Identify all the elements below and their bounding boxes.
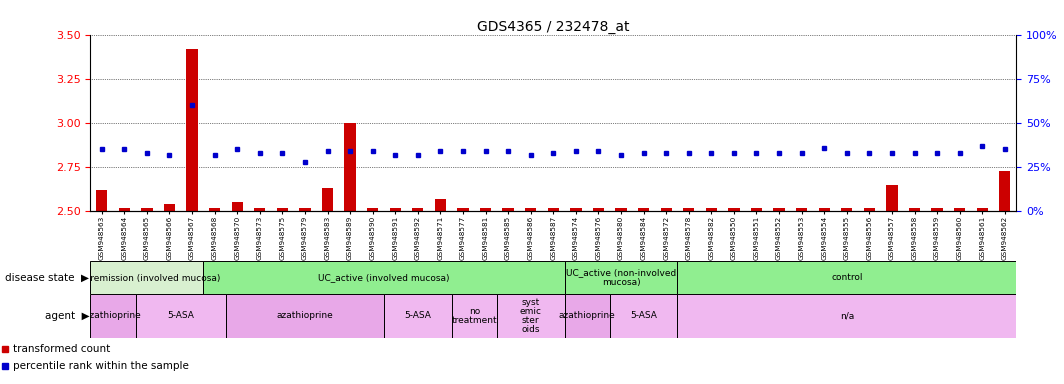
Text: control: control <box>831 273 863 282</box>
Bar <box>818 208 830 211</box>
Bar <box>954 208 965 211</box>
Bar <box>774 208 784 211</box>
Bar <box>565 261 678 294</box>
Bar <box>548 208 559 211</box>
Bar <box>593 208 604 211</box>
Bar <box>610 294 678 338</box>
Text: 5-ASA: 5-ASA <box>404 311 431 320</box>
Bar <box>96 190 107 211</box>
Bar <box>638 208 649 211</box>
Bar <box>842 208 852 211</box>
Bar <box>705 208 717 211</box>
Bar <box>203 261 565 294</box>
Bar <box>502 208 514 211</box>
Bar <box>864 208 875 211</box>
Bar <box>367 208 379 211</box>
Text: agent  ▶: agent ▶ <box>45 311 89 321</box>
Bar <box>226 294 384 338</box>
Bar <box>886 185 898 211</box>
Text: UC_remission (involved mucosa): UC_remission (involved mucosa) <box>73 273 220 282</box>
Bar <box>90 294 135 338</box>
Bar <box>751 208 762 211</box>
Bar <box>186 49 198 211</box>
Bar <box>345 123 355 211</box>
Text: azathioprine: azathioprine <box>85 311 142 320</box>
Bar <box>135 294 226 338</box>
Bar <box>480 208 492 211</box>
Text: 5-ASA: 5-ASA <box>630 311 658 320</box>
Bar <box>119 208 130 211</box>
Title: GDS4365 / 232478_at: GDS4365 / 232478_at <box>477 20 630 33</box>
Bar <box>999 170 1011 211</box>
Text: percentile rank within the sample: percentile rank within the sample <box>13 361 189 371</box>
Text: azathioprine: azathioprine <box>559 311 615 320</box>
Bar <box>909 208 920 211</box>
Bar <box>452 294 497 338</box>
Bar <box>164 204 176 211</box>
Bar <box>299 208 311 211</box>
Text: syst
emic
ster
oids: syst emic ster oids <box>519 298 542 334</box>
Bar <box>615 208 627 211</box>
Bar <box>384 294 452 338</box>
Bar <box>254 208 265 211</box>
Bar <box>277 208 288 211</box>
Bar <box>683 208 695 211</box>
Text: UC_active (involved mucosa): UC_active (involved mucosa) <box>318 273 450 282</box>
Bar <box>232 202 243 211</box>
Bar <box>728 208 739 211</box>
Text: UC_active (non-involved
mucosa): UC_active (non-involved mucosa) <box>566 268 676 287</box>
Text: transformed count: transformed count <box>13 344 111 354</box>
Text: 5-ASA: 5-ASA <box>167 311 195 320</box>
Bar <box>661 208 671 211</box>
Bar <box>678 261 1016 294</box>
Bar <box>458 208 468 211</box>
Bar <box>321 188 333 211</box>
Bar <box>209 208 220 211</box>
Bar <box>435 199 446 211</box>
Bar <box>497 294 565 338</box>
Bar <box>570 208 582 211</box>
Bar <box>977 208 987 211</box>
Text: azathioprine: azathioprine <box>277 311 333 320</box>
Bar <box>931 208 943 211</box>
Bar <box>525 208 536 211</box>
Bar <box>678 294 1016 338</box>
Bar <box>796 208 808 211</box>
Bar <box>142 208 152 211</box>
Bar <box>90 261 203 294</box>
Text: n/a: n/a <box>839 311 854 320</box>
Bar <box>565 294 610 338</box>
Bar <box>389 208 401 211</box>
Bar <box>412 208 423 211</box>
Text: no
treatment: no treatment <box>451 307 497 325</box>
Text: disease state  ▶: disease state ▶ <box>5 272 89 283</box>
